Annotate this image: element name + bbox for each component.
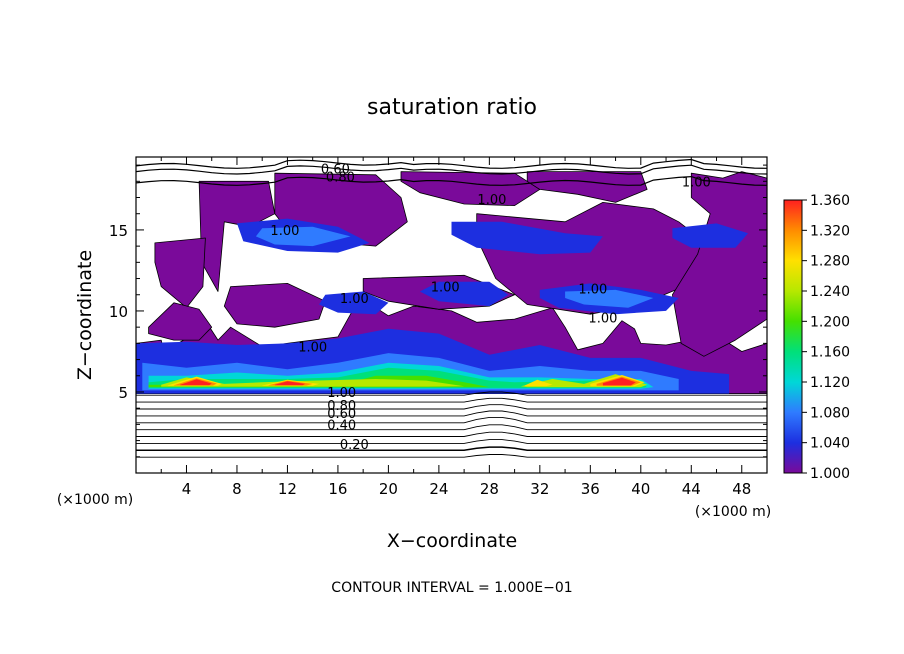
contour-fill-region xyxy=(526,171,648,203)
x-tick-label: 24 xyxy=(429,480,448,498)
contour-fill-region xyxy=(419,281,509,307)
contour-label: 1.00 xyxy=(298,341,327,356)
colorbar-gradient xyxy=(783,199,803,474)
contour-fill-region xyxy=(565,289,654,308)
contour-line xyxy=(136,410,767,417)
x-tick-label: 40 xyxy=(631,480,650,498)
colorbar-tick-label: 1.360 xyxy=(810,193,850,209)
contour-label: 1.00 xyxy=(477,193,506,208)
contour-line xyxy=(135,158,768,169)
contour-line xyxy=(136,424,767,431)
contour-line xyxy=(136,454,767,458)
x-axis-unit-left: (×1000 m) xyxy=(57,492,133,508)
plot-frame xyxy=(135,156,768,474)
contour-label: 0.40 xyxy=(327,418,356,433)
contour-line xyxy=(136,446,767,452)
contour-label: 0.20 xyxy=(340,438,369,453)
contour-label: 0.60 xyxy=(327,407,356,422)
contour-fill-region xyxy=(602,377,636,386)
contour-line xyxy=(136,439,767,444)
contour-label: 1.00 xyxy=(682,175,711,190)
x-tick-label: 8 xyxy=(232,480,242,498)
colorbar: 1.360 1.320 1.280 1.240 1.200 1.160 1.120 1.080… xyxy=(783,193,850,482)
contour-fill-region xyxy=(223,282,326,328)
x-axis-label: X−coordinate xyxy=(387,530,517,552)
x-tick-label: 44 xyxy=(682,480,701,498)
x-tick-label: 28 xyxy=(480,480,499,498)
contour-line xyxy=(136,391,767,396)
contour-label: 0.80 xyxy=(326,170,355,185)
colorbar-tick-label: 1.240 xyxy=(810,284,850,300)
x-tick-label: 32 xyxy=(530,480,549,498)
contour-fill-region xyxy=(255,226,351,247)
contour-label: 1.00 xyxy=(588,311,617,326)
contour-line xyxy=(136,416,767,424)
contour-line xyxy=(135,164,768,175)
colorbar-tick-label: 1.200 xyxy=(810,314,850,330)
contour-interval-note: CONTOUR INTERVAL = 1.000E−01 xyxy=(331,580,572,596)
x-tick-label: 12 xyxy=(278,480,297,498)
contour-fill-region xyxy=(319,291,389,315)
y-tick-label: 15 xyxy=(109,222,128,240)
contour-label: 1.00 xyxy=(431,281,460,296)
contour-lines xyxy=(135,158,768,458)
contour-labels: 0.200.400.600.801.000.600.801.001.001.00… xyxy=(270,162,711,453)
contour-label: 0.80 xyxy=(327,399,356,414)
y-axis-label: Z−coordinate xyxy=(74,250,96,380)
colorbar-tick-label: 1.160 xyxy=(810,345,850,361)
colorbar-tick-label: 1.280 xyxy=(810,254,850,270)
contour-label: 1.00 xyxy=(327,386,356,401)
chart-title: saturation ratio xyxy=(367,95,537,120)
x-tick-label: 36 xyxy=(581,480,600,498)
x-tick-label: 48 xyxy=(732,480,751,498)
contour-label: 1.00 xyxy=(270,224,299,239)
colorbar-tick-label: 1.320 xyxy=(810,223,850,239)
contour-line xyxy=(136,404,767,410)
filled-contours xyxy=(135,171,768,395)
colorbar-tick-label: 1.040 xyxy=(810,436,850,452)
x-tick-label: 4 xyxy=(182,480,192,498)
contour-fill-region xyxy=(451,221,603,255)
contour-label: 1.00 xyxy=(578,282,607,297)
contour-fill-region xyxy=(524,379,553,387)
colorbar-tick-label: 1.000 xyxy=(810,466,850,482)
contour-fill-region xyxy=(180,379,212,386)
contour-line xyxy=(135,175,768,186)
colorbar-tick-label: 1.080 xyxy=(810,405,850,421)
contour-fill-region xyxy=(161,377,465,387)
x-axis-unit-right: (×1000 m) xyxy=(695,504,771,520)
y-tick-label: 5 xyxy=(118,384,128,402)
contour-label: 1.00 xyxy=(340,292,369,307)
contour-label: 0.60 xyxy=(321,162,350,177)
x-tick-label: 20 xyxy=(379,480,398,498)
y-axis: 5 10 15 xyxy=(109,164,767,458)
x-axis: 4 8 12 16 20 24 28 32 36 40 44 48 xyxy=(160,157,751,498)
colorbar-ticks: 1.360 1.320 1.280 1.240 1.200 1.160 1.120 1.080… xyxy=(802,193,850,482)
contour-line xyxy=(136,431,767,437)
contour-line xyxy=(136,397,767,403)
contour-fill-region xyxy=(148,302,213,341)
contour-fill-region xyxy=(198,180,276,292)
colorbar-tick-label: 1.120 xyxy=(810,375,850,391)
contour-fill-region xyxy=(672,223,749,248)
x-tick-label: 16 xyxy=(328,480,347,498)
y-tick-label: 10 xyxy=(109,303,128,321)
plot-area: 0.200.400.600.801.000.600.801.001.001.00… xyxy=(135,156,768,474)
contour-fill-region xyxy=(672,171,768,357)
contour-fill-region xyxy=(274,381,306,386)
